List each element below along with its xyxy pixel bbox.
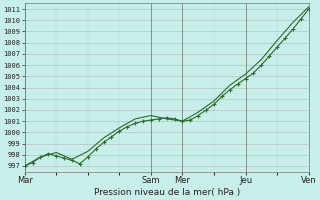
X-axis label: Pression niveau de la mer( hPa ): Pression niveau de la mer( hPa ) xyxy=(93,188,240,197)
